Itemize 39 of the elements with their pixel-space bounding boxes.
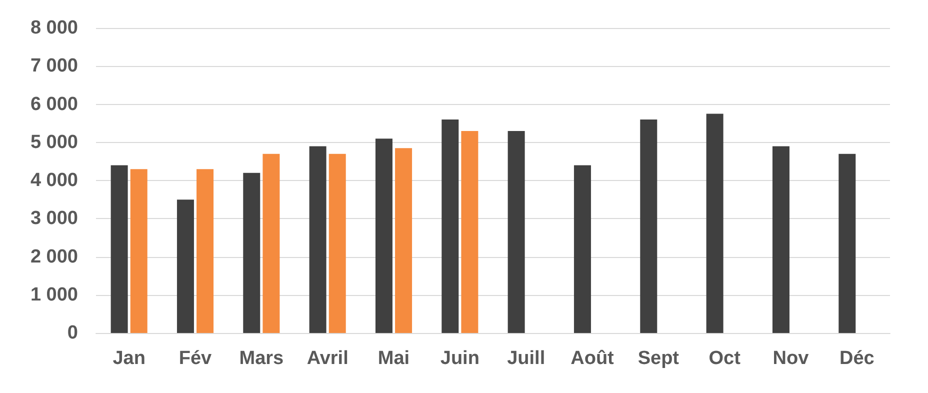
y-tick-label: 8 000 xyxy=(30,18,78,38)
bar xyxy=(706,114,724,333)
x-tick-label: Sept xyxy=(638,348,680,369)
bar xyxy=(442,120,459,333)
bar xyxy=(461,130,478,333)
x-tick-label: Juill xyxy=(507,348,546,369)
bar xyxy=(196,169,214,333)
x-tick-label: Fév xyxy=(178,348,212,369)
bar xyxy=(574,165,591,333)
bar xyxy=(130,169,148,333)
y-tick-label: 7 000 xyxy=(30,56,78,77)
x-tick-label: Oct xyxy=(708,348,742,369)
x-tick-label: Mars xyxy=(239,348,284,369)
x-tick-label: Déc xyxy=(839,348,875,369)
bar xyxy=(176,200,194,333)
bar xyxy=(243,172,260,333)
y-tick-label: 4 000 xyxy=(30,170,78,191)
y-tick-label: 2 000 xyxy=(30,246,78,268)
x-tick-label: Avril xyxy=(306,348,348,369)
bar xyxy=(110,165,128,333)
bar xyxy=(838,154,856,333)
y-tick-label: 6 000 xyxy=(30,94,78,115)
y-tick-label: 0 xyxy=(67,322,78,344)
y-tick-label: 1 000 xyxy=(30,284,78,306)
x-tick-label: Août xyxy=(570,348,615,369)
y-tick-label: 5 000 xyxy=(30,132,78,153)
bar xyxy=(309,146,326,333)
bar xyxy=(262,154,280,333)
x-tick-label: Jan xyxy=(112,348,146,369)
bar xyxy=(508,130,525,333)
bar xyxy=(328,154,346,333)
bar xyxy=(375,138,392,333)
y-tick-label: 3 000 xyxy=(30,208,78,230)
bar xyxy=(395,148,412,333)
x-tick-label: Nov xyxy=(772,348,810,369)
x-tick-label: Mai xyxy=(378,348,410,369)
bar xyxy=(640,120,658,333)
x-tick-label: Juin xyxy=(440,348,480,369)
bar xyxy=(772,146,790,333)
